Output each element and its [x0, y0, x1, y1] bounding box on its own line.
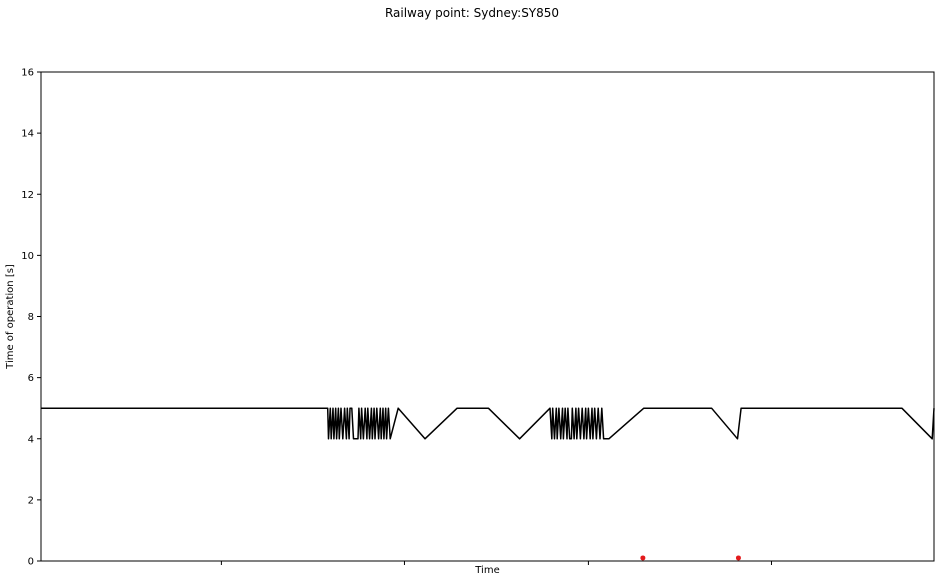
- y-tick-label: 6: [28, 373, 34, 384]
- y-tick-label: 4: [28, 434, 34, 445]
- series-line: [41, 407, 935, 440]
- anomaly-point: [640, 555, 646, 561]
- y-tick-label: 8: [28, 312, 34, 323]
- y-axis-ticks: 0 2 4 6 8 10 12 14 16: [21, 68, 41, 568]
- anomaly-point: [735, 555, 741, 561]
- y-tick-label: 16: [21, 68, 34, 79]
- y-tick-label: 10: [21, 251, 34, 262]
- y-tick-label: 12: [21, 190, 34, 201]
- x-axis-label: Time: [474, 565, 499, 576]
- data-series: [41, 407, 935, 561]
- plot-area: [40, 71, 935, 562]
- y-tick-label: 0: [28, 557, 34, 568]
- y-tick-label: 2: [28, 495, 34, 506]
- plot-frame: [40, 71, 935, 562]
- y-tick-label: 14: [21, 129, 34, 140]
- chart-title: Railway point: Sydney:SY850: [385, 6, 559, 20]
- x-axis-ticks: [220, 561, 772, 565]
- y-axis-label: Time of operation [s]: [5, 264, 16, 370]
